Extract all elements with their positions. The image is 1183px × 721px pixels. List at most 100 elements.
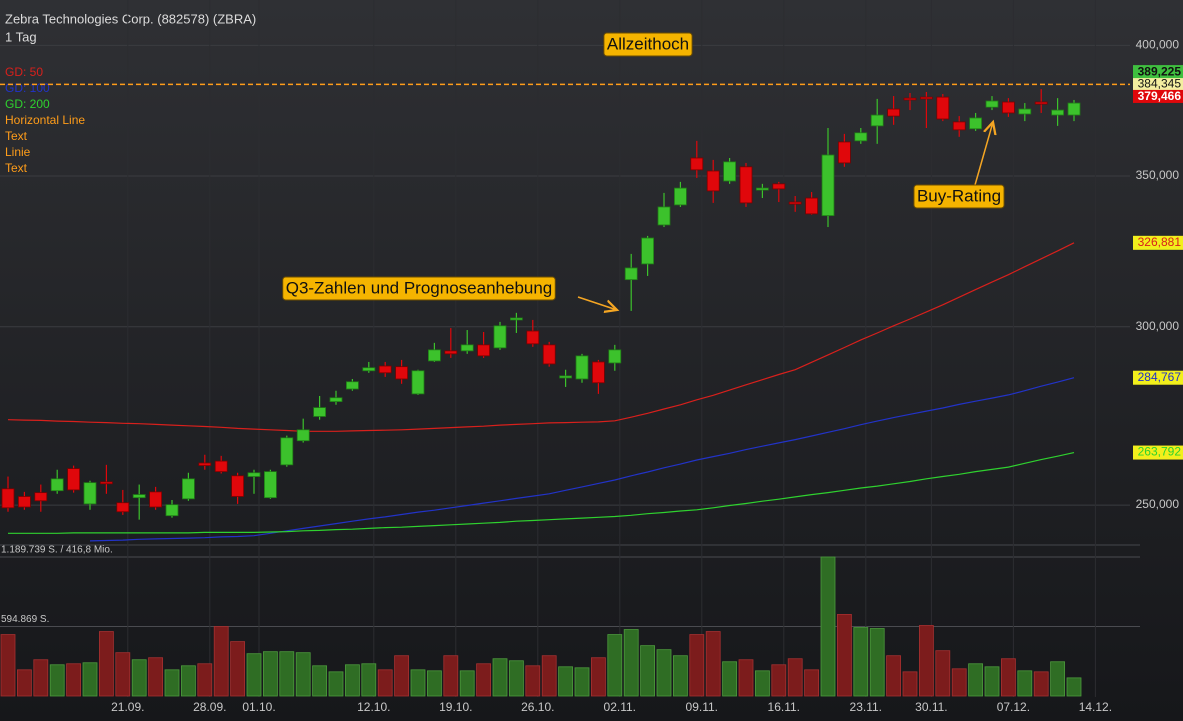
x-tick-label: 02.11. — [604, 700, 636, 714]
candle-body — [526, 330, 540, 345]
annotation-box — [603, 32, 693, 57]
legend-entry: GD: 50 — [5, 65, 43, 79]
ma-end-label: 326,881 — [1138, 235, 1182, 249]
volume-bar — [1050, 661, 1065, 697]
volume-bar — [656, 649, 672, 697]
volume-bar — [935, 650, 951, 697]
candle-body — [952, 121, 966, 131]
volume-bar — [0, 634, 16, 697]
volume-bar — [49, 664, 65, 697]
volume-bar — [722, 661, 737, 697]
volume-bar — [443, 655, 459, 697]
volume-bar — [1017, 670, 1033, 697]
volume-bar — [66, 663, 81, 697]
price-label-box — [1133, 77, 1183, 91]
chart-title: Zebra Technologies Corp. (882578) (ZBRA) — [5, 11, 256, 26]
volume-bar — [738, 659, 754, 697]
candle-body — [854, 132, 868, 142]
annotation-text: Allzeithoch — [607, 34, 689, 53]
volume-bar — [115, 652, 131, 697]
volume-bar — [312, 665, 328, 697]
candle-body — [100, 481, 113, 485]
volume-bar — [213, 626, 229, 697]
x-tick-label: 01.10. — [242, 700, 275, 714]
ma-end-label: 263,792 — [1138, 445, 1182, 459]
candle-body — [362, 367, 376, 372]
volume-bar — [99, 631, 114, 697]
candle-body — [608, 349, 622, 364]
candle-body — [1051, 109, 1064, 116]
candle-body — [739, 166, 753, 204]
candle-body — [870, 114, 884, 127]
candle-body — [329, 397, 343, 402]
volume-bar — [558, 666, 573, 697]
volume-bar — [377, 669, 393, 697]
y-tick-label: 250,000 — [1136, 497, 1180, 511]
volume-bar — [131, 659, 147, 697]
volume-bar — [16, 669, 32, 697]
candle-body — [969, 117, 982, 130]
volume-bar — [344, 664, 360, 697]
candle-body — [821, 154, 835, 217]
candle-body — [198, 462, 212, 466]
x-tick-label: 28.09. — [193, 700, 226, 714]
volume-bar — [541, 655, 557, 697]
horizontal-line-label: 384,345 — [1138, 77, 1182, 91]
candle-body — [214, 460, 228, 473]
volume-bar — [459, 670, 475, 697]
candle-body — [132, 494, 146, 499]
candle-body — [756, 187, 769, 191]
moving-average-line — [7, 242, 1075, 432]
volume-bar — [328, 671, 344, 697]
moving-average-line — [8, 452, 1075, 534]
x-tick-label: 19.10. — [439, 700, 472, 714]
volume-bar — [771, 664, 787, 697]
candle-body — [887, 108, 900, 117]
candle-body — [493, 325, 507, 349]
volume-bar — [869, 628, 885, 697]
legend-entry: Linie — [5, 145, 31, 159]
candle-body — [444, 350, 458, 355]
candle-body — [427, 349, 441, 362]
x-tick-label: 30.11. — [915, 700, 947, 714]
volume-bar — [607, 634, 623, 697]
volume-bar — [902, 671, 918, 697]
candle-body — [805, 197, 818, 215]
y-tick-label: 350,000 — [1136, 168, 1180, 182]
price-label: 389,225 — [1138, 64, 1182, 78]
legend-entry: Horizontal Line — [5, 113, 85, 127]
volume-bar — [525, 665, 541, 697]
volume-bar — [262, 651, 278, 697]
volume-bar — [673, 655, 688, 697]
volume-bar — [33, 659, 49, 697]
x-tick-label: 14.12. — [1079, 700, 1112, 714]
x-tick-label: 16.11. — [768, 700, 800, 714]
volume-bar — [426, 670, 442, 697]
volume-bar — [394, 655, 410, 697]
volume-bar — [410, 669, 426, 697]
chart-subtitle: 1 Tag — [5, 29, 37, 44]
volume-bar — [492, 658, 508, 697]
price-label-box — [1133, 89, 1183, 103]
candle-body — [1018, 108, 1032, 115]
volume-bar — [164, 669, 180, 697]
candle-body — [772, 183, 786, 190]
volume-bar — [640, 645, 655, 697]
candle-body — [345, 381, 359, 390]
candle-body — [460, 344, 474, 352]
candle-body — [263, 471, 277, 499]
candle-body — [296, 429, 310, 442]
candle-body — [559, 375, 572, 379]
candle-body — [920, 96, 933, 100]
volume-tick-label: 594.869 S. — [1, 614, 49, 625]
annotation-box — [282, 276, 556, 301]
volume-bar — [919, 625, 934, 697]
volume-bar — [623, 629, 639, 697]
legend-entry: GD: 100 — [5, 81, 50, 95]
annotation-text: Q3-Zahlen und Prognoseanhebung — [286, 278, 553, 297]
candle-body — [657, 206, 671, 226]
volume-bar — [591, 657, 606, 697]
candle-body — [575, 355, 589, 380]
legend-entry: Text — [5, 161, 28, 175]
candle-body — [280, 437, 294, 466]
